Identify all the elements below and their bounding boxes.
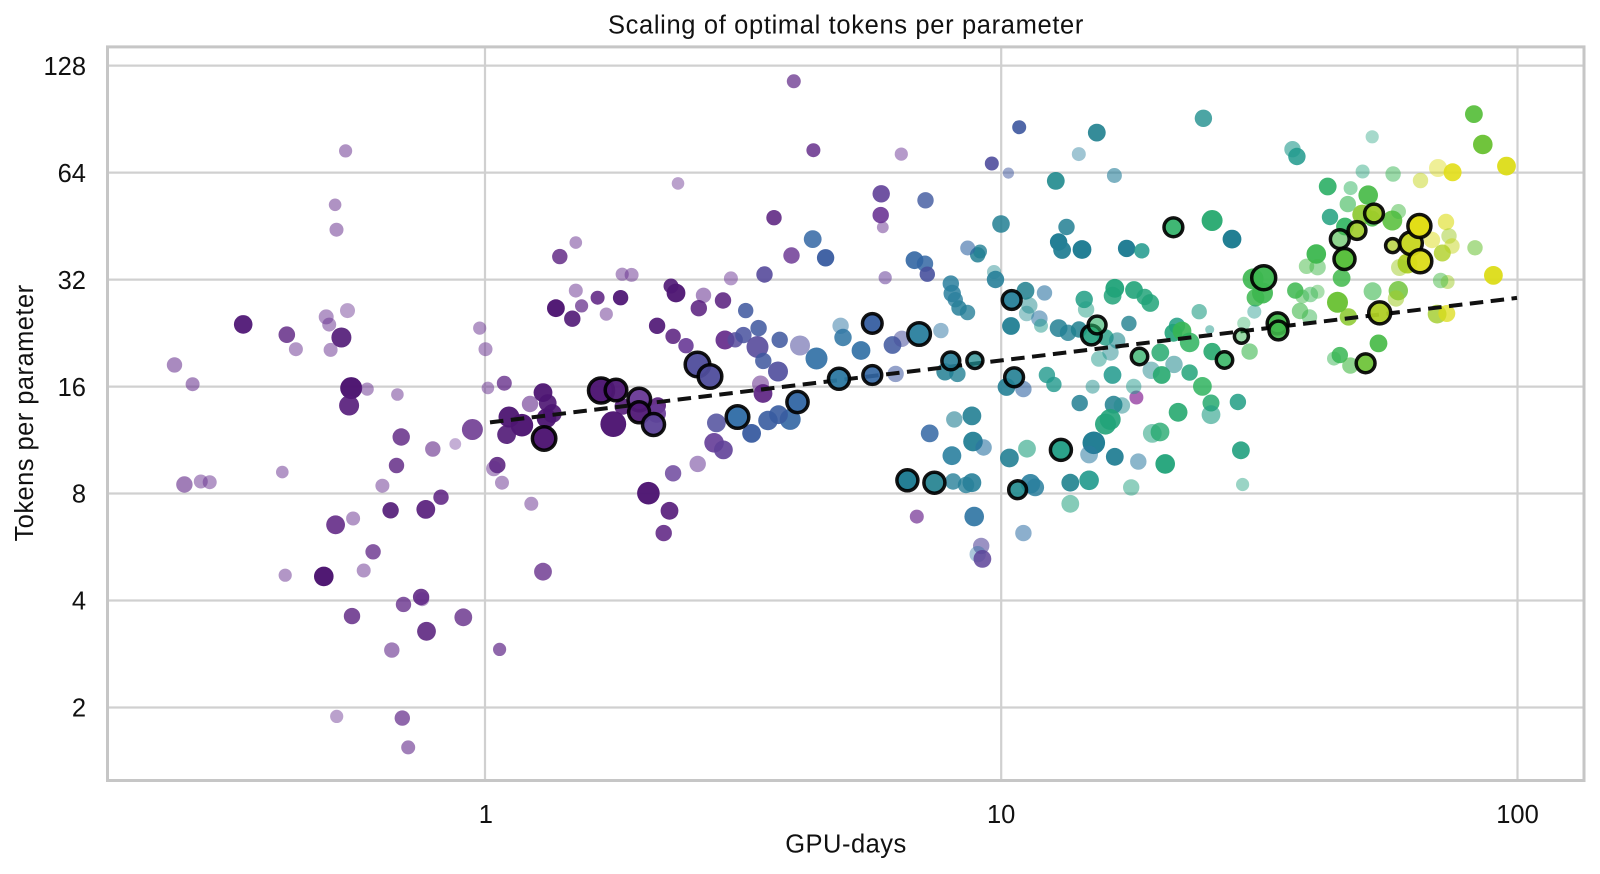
svg-text:100: 100 xyxy=(1496,801,1539,829)
svg-text:Tokens per parameter: Tokens per parameter xyxy=(11,284,39,541)
svg-text:128: 128 xyxy=(43,53,86,81)
svg-text:Scaling of optimal tokens per: Scaling of optimal tokens per parameter xyxy=(608,12,1084,40)
svg-text:16: 16 xyxy=(58,374,86,402)
svg-text:32: 32 xyxy=(58,267,86,295)
svg-text:8: 8 xyxy=(72,481,86,509)
svg-text:64: 64 xyxy=(58,160,86,188)
svg-text:1: 1 xyxy=(479,801,493,829)
svg-text:4: 4 xyxy=(72,588,86,616)
svg-text:GPU-days: GPU-days xyxy=(785,831,907,859)
svg-text:2: 2 xyxy=(72,695,86,723)
svg-text:10: 10 xyxy=(987,801,1015,829)
